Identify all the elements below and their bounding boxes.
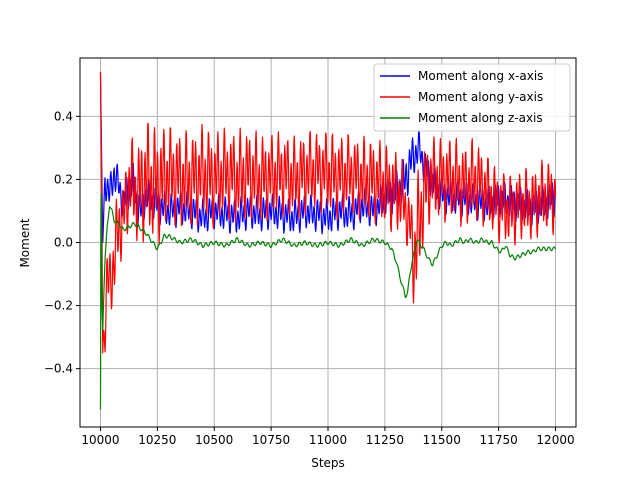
y-tick-label: 0.2 <box>54 172 73 186</box>
x-tick-label: 10500 <box>195 433 233 447</box>
x-tick-label: 11500 <box>423 433 461 447</box>
y-tick-label: 0.0 <box>54 236 73 250</box>
legend: Moment along x-axis Moment along y-axis … <box>373 63 571 132</box>
x-tick-label: 10000 <box>81 433 119 447</box>
legend-box <box>373 63 571 132</box>
x-axis: 10000 10250 10500 10750 11000 11250 11500 11750… <box>81 427 575 447</box>
legend-label-x: Moment along x-axis <box>418 69 543 83</box>
legend-label-z: Moment along z-axis <box>418 111 543 125</box>
x-tick-label: 11750 <box>480 433 518 447</box>
x-tick-label: 11000 <box>309 433 347 447</box>
plot-area <box>99 72 557 410</box>
series-line-y-moment <box>99 72 557 354</box>
series-group <box>99 72 557 410</box>
legend-label-y: Moment along y-axis <box>418 90 543 104</box>
y-tick-label: −0.4 <box>44 362 73 376</box>
x-axis-label: Steps <box>311 456 345 470</box>
y-tick-label: −0.2 <box>44 299 73 313</box>
x-tick-label: 12000 <box>536 433 574 447</box>
y-tick-label: 0.4 <box>54 109 73 123</box>
x-tick-label: 10250 <box>138 433 176 447</box>
y-axis-label: Moment <box>18 218 32 267</box>
y-axis: −0.4 −0.2 0.0 0.2 0.4 <box>44 109 80 376</box>
x-tick-label: 10750 <box>252 433 290 447</box>
x-tick-label: 11250 <box>366 433 404 447</box>
series-line-z-moment <box>99 193 557 410</box>
